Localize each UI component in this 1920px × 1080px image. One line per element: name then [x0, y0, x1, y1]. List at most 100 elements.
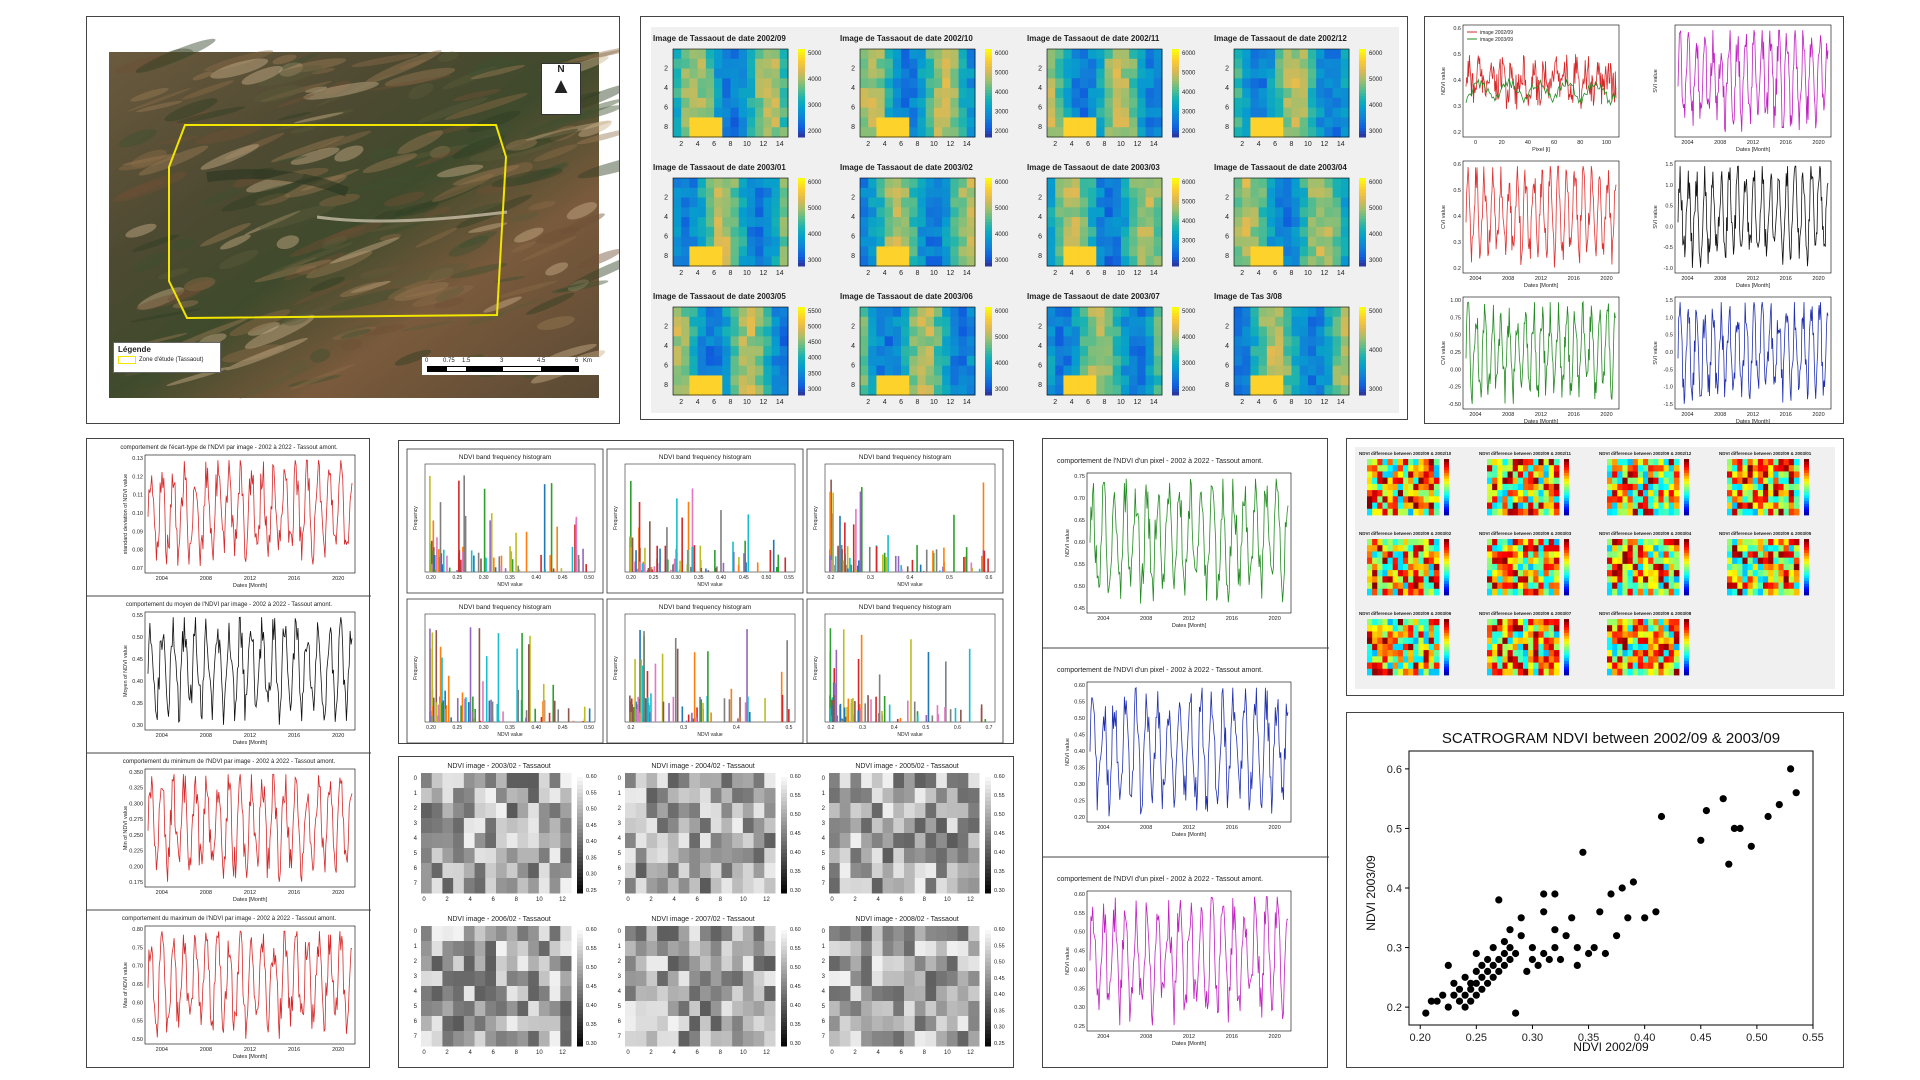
histogram-bar: [883, 695, 886, 722]
y-axis-label: Frequency: [613, 656, 619, 680]
heatmap-cell: [1104, 68, 1114, 79]
heatmap-cell: [901, 355, 910, 367]
heatmap-y-tick: 8: [664, 124, 668, 131]
gray-cell: [968, 803, 980, 819]
heatmap-cell: [1129, 256, 1138, 267]
heatmap-cell: [1299, 355, 1309, 367]
gray-cell: [538, 878, 551, 894]
x-tick-label: 12: [559, 897, 566, 903]
gray-cell: [871, 878, 884, 894]
heatmap-cell: [1324, 68, 1334, 79]
colorbar-segment: [577, 962, 583, 967]
colorbar-segment: [781, 946, 787, 951]
colorbar-segment: [1172, 365, 1179, 370]
difference-cell: [1773, 477, 1779, 485]
colorbar-segment: [985, 362, 992, 367]
colorbar-segment: [985, 389, 992, 393]
difference-cell: [1732, 490, 1738, 497]
heatmap-cell: [681, 326, 690, 337]
heatmap-cell: [1324, 355, 1334, 367]
heatmap-cell: [958, 58, 968, 70]
heatmap-cell: [1283, 127, 1292, 138]
heatmap-cell: [942, 49, 951, 60]
colorbar-segment: [1804, 501, 1809, 505]
heatmap-cell: [714, 178, 723, 189]
heatmap-cell: [1275, 68, 1284, 79]
heatmap-y-tick: 8: [1225, 253, 1229, 260]
gray-cell: [764, 773, 776, 789]
heatmap-cell: [950, 88, 960, 99]
heatmap-cell: [1283, 117, 1292, 128]
gray-cell: [496, 788, 508, 804]
heatmap-cell: [1307, 375, 1317, 386]
difference-cell: [1643, 477, 1649, 485]
histogram-bar: [433, 555, 436, 572]
heatmap-cell: [1047, 217, 1056, 228]
heatmap-cell: [681, 68, 690, 79]
colorbar-segment: [577, 1010, 583, 1015]
difference-cell: [1523, 496, 1529, 503]
histogram-bar: [653, 566, 656, 572]
colorbar-segment: [1172, 116, 1179, 120]
colorbar-segment: [985, 970, 991, 975]
colorbar-tick: 6000: [995, 51, 1009, 57]
heatmap-y-tick: 8: [1038, 124, 1042, 131]
heatmap-cell: [1112, 256, 1122, 267]
heatmap-cell: [763, 326, 773, 337]
histogram-bar: [631, 704, 634, 722]
gray-cell: [710, 986, 722, 1002]
heatmap-cell: [738, 365, 748, 376]
x-tick-label: 0: [830, 1050, 834, 1056]
heatmap-cell: [771, 365, 781, 376]
heatmap-cell: [1129, 226, 1138, 238]
heatmap-cell: [697, 355, 707, 367]
heatmap-cell: [705, 355, 715, 367]
difference-cell: [1768, 502, 1774, 510]
colorbar-segment: [798, 389, 805, 393]
colorbar-segment: [1359, 359, 1366, 364]
y-axis-label: SVI value: [1653, 69, 1659, 93]
heatmap-cell: [860, 49, 869, 60]
heatmap-cell: [1234, 107, 1243, 118]
y-tick-label: 2: [822, 959, 826, 965]
heatmap-cell: [705, 217, 715, 228]
difference-cell: [1497, 551, 1503, 559]
colorbar-segment: [1684, 541, 1689, 545]
colorbar-segment: [798, 353, 805, 358]
y-tick-label: 1: [822, 944, 826, 950]
difference-cell: [1428, 545, 1435, 552]
heatmap-cell: [697, 88, 707, 99]
heatmap-cell: [1153, 58, 1163, 70]
heatmap-cell: [1250, 346, 1260, 357]
colorbar-segment: [1172, 374, 1179, 378]
heatmap-cell: [1324, 127, 1334, 138]
colorbar-segment: [1172, 98, 1179, 103]
difference-cell: [1423, 582, 1430, 590]
colorbar-segment: [1172, 198, 1179, 202]
gray-cell: [753, 926, 765, 942]
heatmap-cell: [1096, 307, 1105, 318]
heatmap-cell: [1299, 68, 1309, 79]
heatmap-cell: [1079, 97, 1089, 109]
colorbar-segment: [798, 116, 805, 120]
difference-cell: [1773, 576, 1779, 583]
heatmap-cell: [714, 316, 723, 328]
colorbar-segment: [1359, 333, 1366, 337]
difference-cell: [1778, 563, 1784, 571]
difference-cell: [1433, 459, 1440, 466]
colorbar-segment: [1684, 550, 1689, 554]
gray-cell: [839, 971, 851, 987]
histogram-bar: [686, 549, 689, 572]
difference-cell: [1648, 502, 1654, 510]
gray-cell: [689, 788, 701, 804]
x-tick-label: 2020: [1812, 140, 1824, 146]
x-tick-label: 2012: [1535, 276, 1547, 282]
heatmap-cell: [1096, 207, 1105, 218]
scale-tick-label: 3: [500, 358, 504, 364]
colorbar-segment: [985, 213, 992, 217]
heatmap-cell: [746, 107, 756, 118]
colorbar-segment: [1359, 345, 1366, 349]
difference-cell: [1408, 471, 1414, 479]
colorbar-segment: [1359, 263, 1366, 267]
plot-frame: [824, 463, 996, 573]
